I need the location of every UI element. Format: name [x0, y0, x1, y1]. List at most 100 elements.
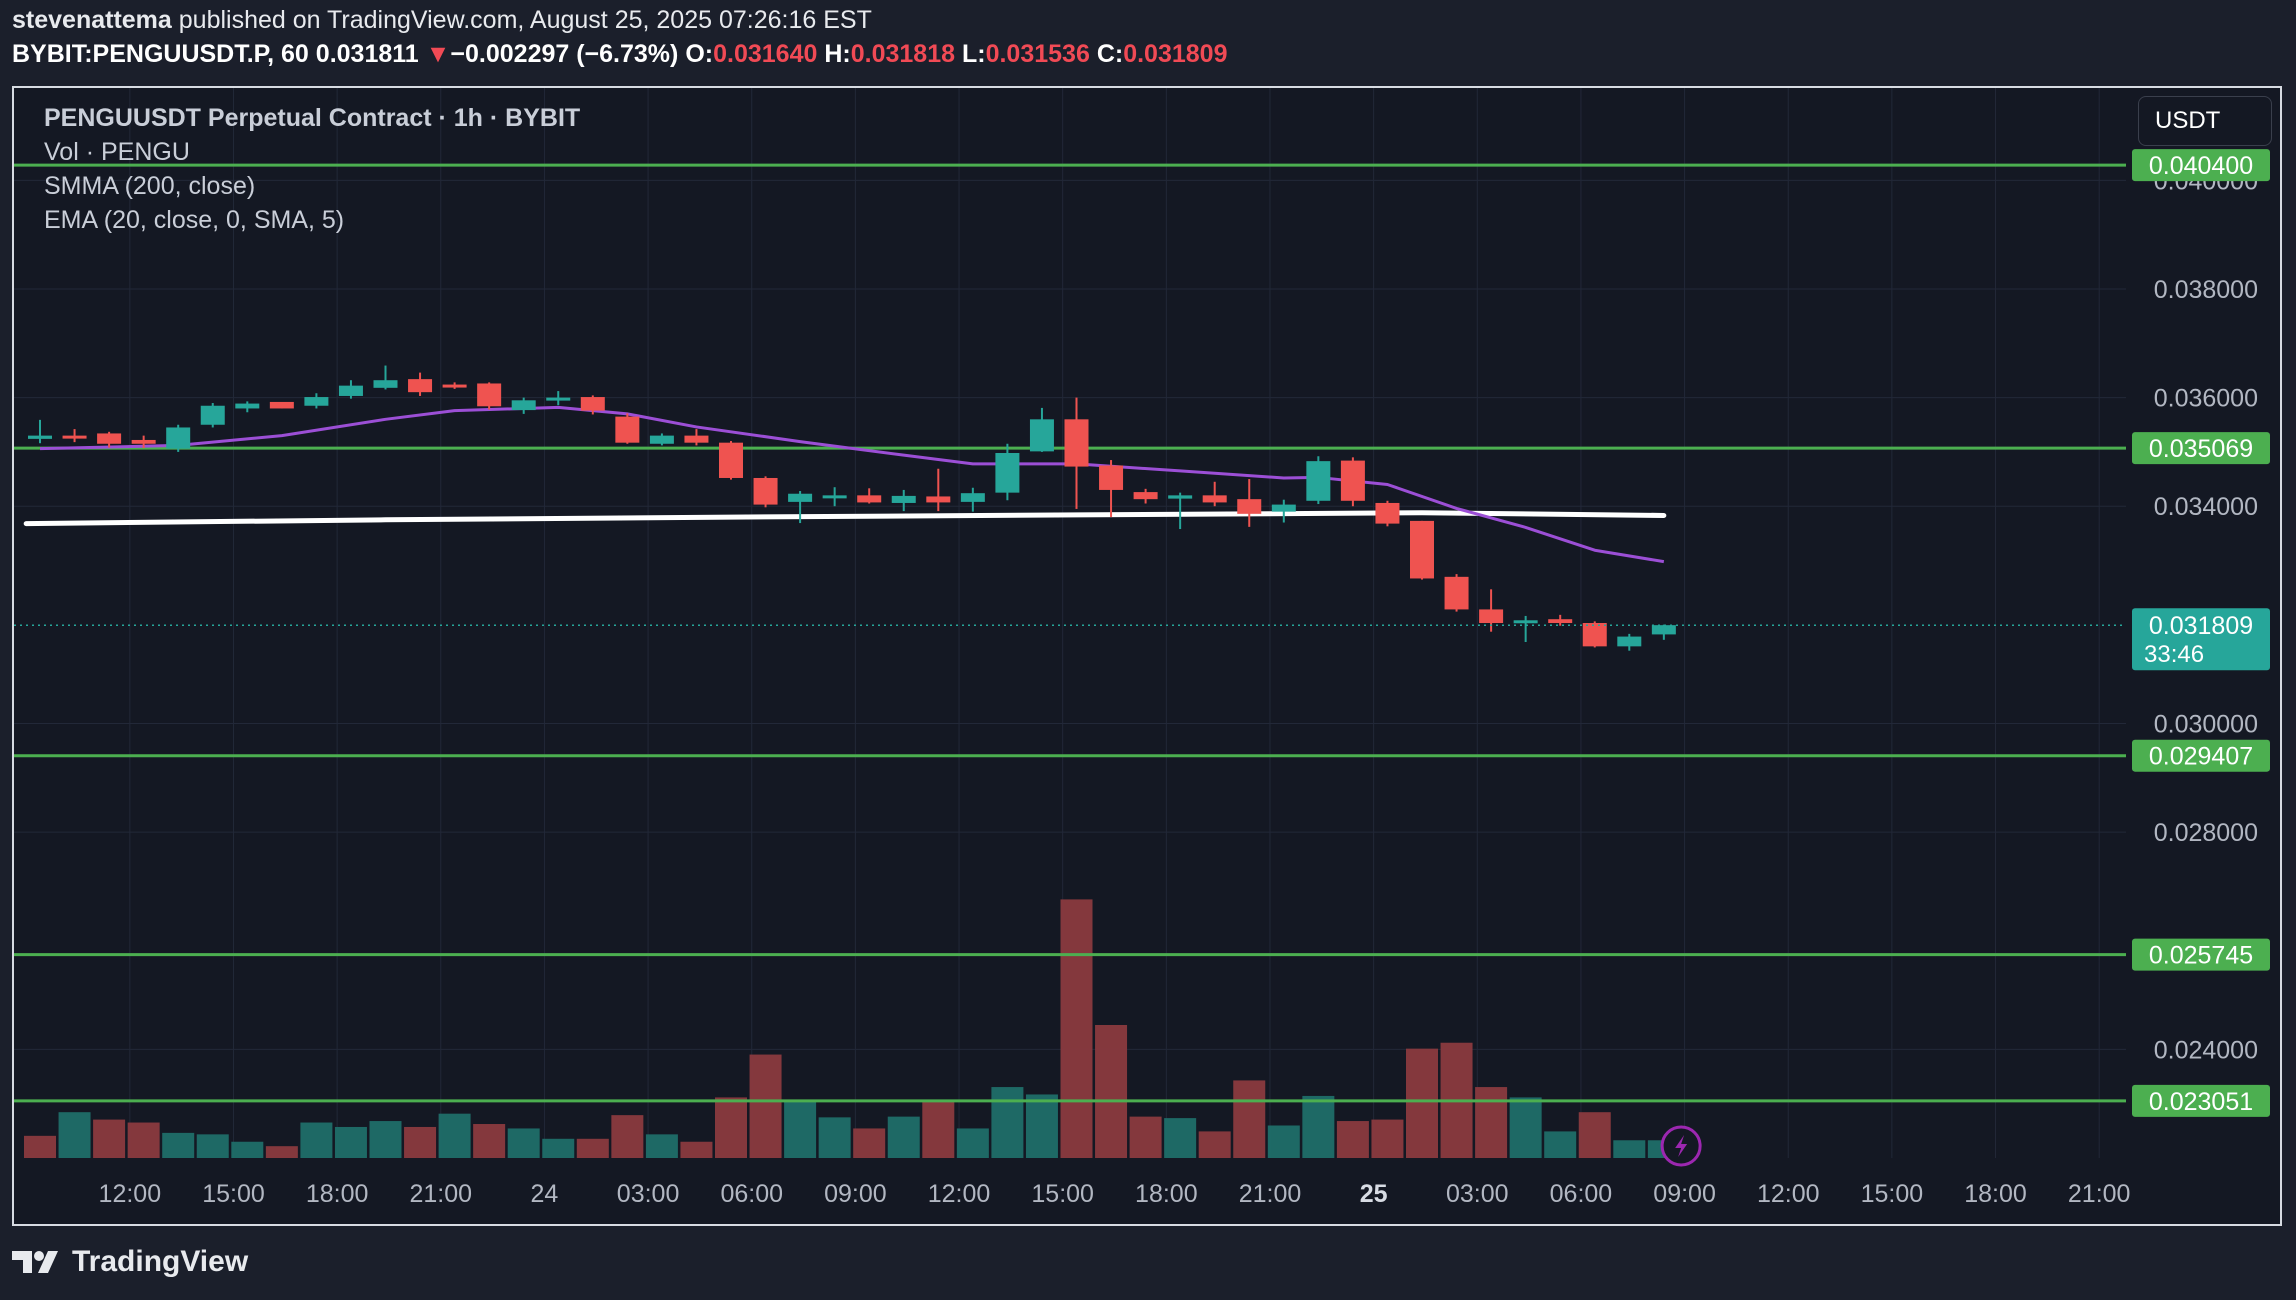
- level-price-label: 0.023051: [2149, 1088, 2253, 1116]
- open-value: 0.031640: [713, 40, 818, 68]
- time-tick-label: 21:00: [2068, 1180, 2131, 1208]
- symbol-name[interactable]: BYBIT:PENGUUSDT.P, 60: [12, 40, 309, 68]
- symbol-summary: BYBIT:PENGUUSDT.P, 60 0.031811 ▼−0.00229…: [12, 40, 1227, 69]
- level-price-badge: [2132, 432, 2270, 465]
- chart-frame[interactable]: 0.040000 0.038000 0.036000 0.034000 0.030000…: [12, 86, 2282, 1226]
- legend-smma[interactable]: SMMA (200, close): [44, 172, 256, 200]
- candle: [269, 401, 294, 409]
- ema-line: [39, 405, 1665, 564]
- smma-line: [23, 510, 1667, 527]
- volume-bar: [818, 1117, 851, 1158]
- volume-bar: [542, 1138, 575, 1158]
- candle: [1548, 614, 1573, 626]
- candle: [615, 413, 640, 444]
- candle-body: [304, 397, 329, 406]
- candle: [62, 429, 87, 443]
- candle: [580, 395, 605, 415]
- volume-bar: [300, 1122, 333, 1158]
- volume-bar: [1475, 1087, 1508, 1158]
- brand-name: TradingView: [72, 1245, 249, 1278]
- candle: [1029, 407, 1054, 452]
- candle: [1271, 499, 1296, 523]
- close-value: 0.031809: [1123, 40, 1228, 68]
- level-price-label: 0.029407: [2149, 743, 2253, 771]
- price-change: −0.002297 (−6.73%): [450, 40, 679, 68]
- volume-bar: [1406, 1048, 1438, 1158]
- candle-body: [1099, 465, 1124, 490]
- candle: [995, 443, 1020, 501]
- volume-bar: [438, 1113, 471, 1158]
- close-label: C:: [1096, 40, 1124, 68]
- candle-body: [580, 397, 605, 411]
- volume-bar: [58, 1112, 91, 1158]
- time-tick-label: 09:00: [1653, 1180, 1716, 1208]
- candle-body: [131, 439, 156, 444]
- candle: [1237, 479, 1262, 527]
- candle-body: [649, 435, 674, 444]
- candle: [857, 488, 882, 504]
- volume-bar: [162, 1132, 195, 1158]
- volume-bar: [887, 1116, 920, 1158]
- volume-bar: [680, 1141, 713, 1158]
- candle: [97, 431, 122, 448]
- publish-info: stevenattema published on TradingView.co…: [12, 6, 872, 35]
- candle-body: [269, 401, 294, 409]
- candle: [822, 487, 847, 507]
- low-value: 0.031536: [985, 40, 1090, 68]
- candle-body: [477, 383, 502, 407]
- level-price-label: 0.040400: [2149, 152, 2253, 180]
- price-chart[interactable]: 0.0400000.0380000.0360000.0340000.030000…: [14, 88, 2280, 1224]
- time-tick-label: 15:00: [1031, 1180, 1094, 1208]
- candle-body: [235, 403, 260, 409]
- candle: [1582, 621, 1607, 648]
- currency-button[interactable]: USDT: [2138, 96, 2272, 146]
- candle-body: [753, 477, 778, 505]
- candle-body: [1168, 495, 1193, 499]
- candle-body: [1064, 419, 1089, 467]
- level-price-label: 0.035069: [2149, 435, 2253, 463]
- candle: [719, 441, 743, 480]
- volume-bar: [1095, 1025, 1128, 1158]
- volume-bar: [473, 1124, 506, 1158]
- candle-body: [1548, 619, 1573, 623]
- volume-bar: [922, 1101, 955, 1158]
- candle: [926, 468, 951, 512]
- candle: [200, 403, 225, 428]
- legend-title[interactable]: PENGUUSDT Perpetual Contract · 1h · BYBI…: [44, 104, 581, 132]
- volume-bar: [1267, 1125, 1300, 1158]
- candle-body: [684, 435, 709, 443]
- publish-text: published on TradingView.com, August 25,…: [178, 6, 872, 34]
- volume-bar: [1371, 1119, 1404, 1158]
- candle: [1064, 397, 1089, 509]
- candle-body: [28, 435, 52, 439]
- candle-body: [200, 405, 225, 425]
- legend-ema[interactable]: EMA (20, close, 0, SMA, 5): [44, 206, 345, 234]
- level-price-badge: [2132, 938, 2270, 971]
- candle-body: [1444, 576, 1469, 610]
- time-tick-label: 15:00: [202, 1180, 265, 1208]
- candle-body: [615, 416, 640, 443]
- high-value: 0.031818: [850, 40, 956, 68]
- time-tick-label: 18:00: [1135, 1180, 1198, 1208]
- candle-body: [166, 427, 191, 449]
- volume-bar: [1544, 1131, 1577, 1158]
- candle-body: [1410, 520, 1434, 579]
- volume-bar: [1060, 899, 1093, 1158]
- candle: [891, 489, 916, 512]
- candle-body: [1651, 625, 1676, 635]
- candle: [131, 435, 156, 449]
- legend-volume[interactable]: Vol · PENGU: [44, 138, 190, 166]
- candle-body: [1029, 419, 1054, 452]
- candle: [304, 393, 329, 409]
- candle-body: [442, 384, 467, 388]
- price-tick-label: 0.038000: [2154, 276, 2258, 304]
- time-tick-label: 09:00: [824, 1180, 887, 1208]
- candle-body: [511, 400, 536, 411]
- volume-bar: [956, 1128, 989, 1158]
- candle: [511, 397, 536, 414]
- author-name[interactable]: stevenattema: [12, 6, 172, 34]
- tradingview-logo[interactable]: TradingView: [12, 1245, 248, 1279]
- candle: [753, 476, 778, 508]
- volume-bar: [404, 1126, 437, 1158]
- price-tick-label: 0.034000: [2154, 493, 2258, 521]
